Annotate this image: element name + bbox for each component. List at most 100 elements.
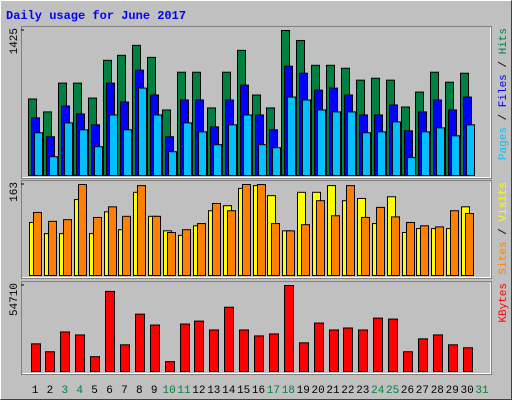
x-tick-label: 6 <box>106 385 113 397</box>
bar <box>228 124 237 176</box>
x-tick-label: 3 <box>61 385 68 397</box>
x-tick-label: 2 <box>47 385 54 397</box>
bar <box>377 131 386 176</box>
bar <box>258 144 267 177</box>
bar <box>212 202 221 276</box>
series-label: KBytes <box>498 283 510 323</box>
panel-bevel <box>22 282 491 374</box>
bar <box>45 351 55 373</box>
bar <box>242 184 251 276</box>
x-tick-label: 22 <box>341 385 354 397</box>
legend-entry: KBytes <box>498 283 510 323</box>
x-tick-label: 11 <box>177 385 191 397</box>
x-tick-label: 27 <box>416 385 429 397</box>
bar <box>448 344 458 373</box>
bar <box>123 129 132 177</box>
bar <box>60 331 70 373</box>
bar <box>466 124 475 176</box>
x-tick-label: 9 <box>151 385 158 397</box>
bar <box>331 215 340 277</box>
label-separator: / <box>498 54 510 74</box>
bar <box>407 157 416 177</box>
bar <box>361 216 370 276</box>
bar <box>392 121 401 176</box>
bar <box>284 285 294 372</box>
x-tick-label: 24 <box>371 385 385 397</box>
bar <box>33 211 42 276</box>
bar <box>358 329 368 373</box>
bar <box>183 122 192 176</box>
bar <box>269 333 279 372</box>
label-separator: / <box>498 222 510 242</box>
bar <box>180 323 190 372</box>
bar <box>209 329 219 373</box>
bar <box>373 317 383 372</box>
label-separator: / <box>498 107 510 127</box>
series-label: Pages / Files / Hits <box>498 28 510 160</box>
bar <box>78 184 87 276</box>
bar <box>153 114 162 176</box>
legend-entry: Sites <box>498 241 510 274</box>
x-tick-label: 20 <box>311 385 324 397</box>
x-tick-label: 29 <box>446 385 459 397</box>
bar <box>362 132 371 176</box>
x-tick-label: 10 <box>162 385 175 397</box>
bar <box>75 334 85 372</box>
x-tick-label: 5 <box>91 385 98 397</box>
bar <box>64 122 73 176</box>
bar <box>168 151 177 176</box>
bar <box>213 144 222 177</box>
x-tick-label: 7 <box>121 385 128 397</box>
bar <box>287 96 296 176</box>
bar <box>286 230 295 276</box>
bar <box>272 147 281 177</box>
bar <box>347 111 356 177</box>
bar <box>418 338 428 372</box>
bar <box>94 146 103 176</box>
x-tick-label: 18 <box>282 385 295 397</box>
x-tick-label: 16 <box>252 385 265 397</box>
bar <box>31 343 41 373</box>
legend-entry: Files <box>498 74 510 107</box>
bar <box>436 127 445 176</box>
bar <box>450 210 459 276</box>
bar <box>182 229 191 276</box>
bar <box>122 215 131 276</box>
bar <box>90 356 100 372</box>
bar <box>406 221 415 277</box>
bar <box>79 129 88 177</box>
x-tick-label: 26 <box>401 385 414 397</box>
x-tick-label: 12 <box>192 385 205 397</box>
bar <box>391 216 400 277</box>
x-tick-label: 21 <box>326 385 340 397</box>
bar <box>49 156 58 177</box>
chart-title: Daily usage for June 2017 <box>6 9 186 23</box>
x-tick-label: 8 <box>136 385 143 397</box>
bar <box>465 213 474 276</box>
bar <box>421 131 430 176</box>
bar <box>435 226 444 276</box>
legend-entry: Pages <box>498 127 510 160</box>
bar <box>34 132 43 176</box>
y-tick-label: 163 <box>9 182 21 202</box>
bar <box>317 109 326 176</box>
bar <box>314 322 324 372</box>
y-tick-label: 1425 <box>9 28 21 54</box>
bar <box>376 206 385 276</box>
bar <box>137 185 146 276</box>
bar <box>165 361 175 372</box>
bar <box>108 206 117 276</box>
bar <box>227 210 236 276</box>
panel-bevel <box>22 27 491 178</box>
bar <box>63 219 72 277</box>
legend-entry: Visits <box>498 182 510 222</box>
series-label: Sites / Visits <box>498 182 510 274</box>
bar <box>302 99 311 176</box>
bar <box>150 324 160 373</box>
bar <box>301 224 310 276</box>
bar <box>138 87 147 176</box>
x-tick-label: 31 <box>475 385 489 397</box>
bar <box>329 329 339 373</box>
